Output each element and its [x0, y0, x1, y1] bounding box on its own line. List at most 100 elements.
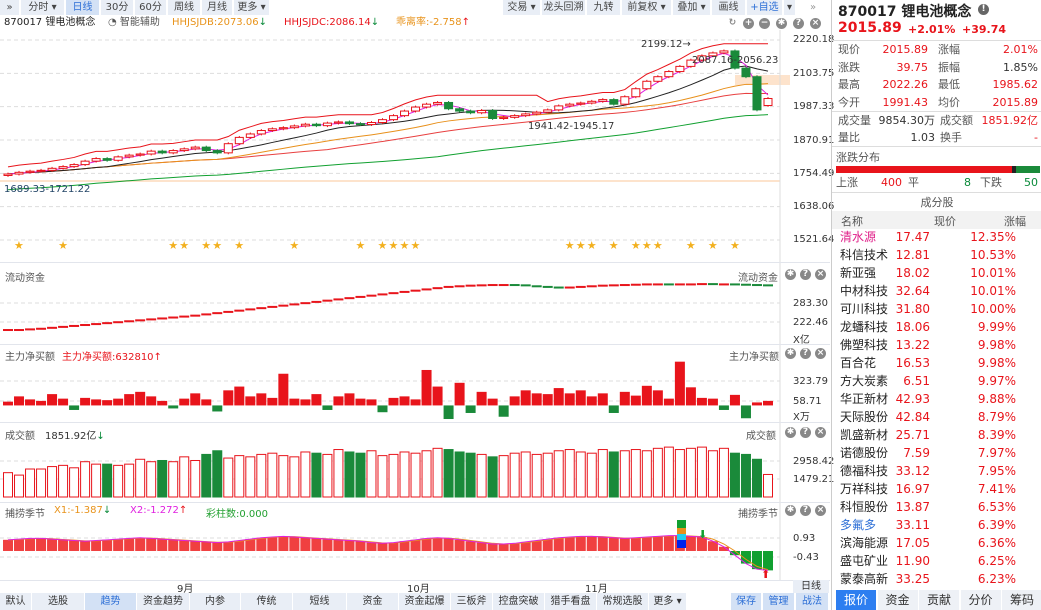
close-icon[interactable]: × — [815, 348, 826, 359]
volume-bar — [135, 458, 146, 498]
component-stock-row[interactable]: 盛屯矿业 11.90 6.25% — [838, 553, 1040, 571]
collapse-button[interactable]: » — [0, 0, 20, 15]
volume-bar — [685, 447, 696, 498]
value: - — [1034, 131, 1038, 144]
strategy-button[interactable]: 战法 — [796, 593, 829, 610]
close-icon[interactable]: × — [815, 427, 826, 438]
zoom-out-icon[interactable]: − — [759, 18, 770, 29]
leader-review-button[interactable]: 龙头回溯 — [542, 0, 586, 15]
quote-tab[interactable]: 分价 — [960, 590, 1002, 610]
component-stock-row[interactable]: 科恒股份 13.87 6.53% — [838, 499, 1040, 517]
component-stock-row[interactable]: 多氟多 33.11 6.39% — [838, 517, 1040, 535]
component-stock-row[interactable]: 龙蟠科技 18.06 9.99% — [838, 319, 1040, 337]
tab-more[interactable]: 更多 ▾ — [234, 0, 270, 15]
catch-title-right: 捕捞季节 — [738, 509, 778, 520]
component-stock-row[interactable]: 诺德股份 7.59 7.97% — [838, 445, 1040, 463]
add-watchlist-button[interactable]: +自选 — [747, 0, 783, 15]
component-stock-row[interactable]: 科信技术 12.81 10.53% — [838, 247, 1040, 265]
bottom-tab-select[interactable]: 选股 — [32, 593, 85, 610]
component-stock-row[interactable]: 凯盛新材 25.71 8.39% — [838, 427, 1040, 445]
signal-star-icon: ★ — [565, 239, 575, 252]
component-stock-row[interactable]: 新亚强 18.02 10.01% — [838, 265, 1040, 283]
flow-bar — [278, 304, 289, 307]
bottom-tab-trend[interactable]: 趋势 — [85, 593, 137, 610]
col-name[interactable]: 名称 — [841, 215, 863, 228]
bottom-tab-three-axe[interactable]: 三板斧 — [451, 593, 493, 610]
stock-name: 新亚强 — [840, 266, 877, 280]
period-indicator[interactable]: 日线 — [793, 580, 829, 593]
component-stock-row[interactable]: 德福科技 33.12 7.95% — [838, 463, 1040, 481]
netbuy-value: 主力净买额:632810↑ — [62, 348, 162, 363]
signal-star-icon: ★ — [14, 239, 24, 252]
signal-star-icon: ★ — [234, 239, 244, 252]
info-icon[interactable]: ! — [978, 4, 989, 15]
close-icon[interactable]: × — [815, 269, 826, 280]
kline-chart[interactable]: ★ ★ ★ ★ ★ ★ ★ ★ ★ ★ ★ ★ ★ ★ ★ ★ ★ ★ ★ ★ ★ ★ ★⬇⬆ — [0, 0, 830, 592]
tab-monthly[interactable]: 月线 — [202, 0, 233, 15]
component-stock-row[interactable]: 中材科技 32.64 10.01% — [838, 283, 1040, 301]
stock-pct: 6.23% — [977, 572, 1016, 586]
overlay-button[interactable]: 叠加 ▾ — [673, 0, 711, 15]
help-icon[interactable]: ? — [800, 427, 811, 438]
adjust-button[interactable]: 前复权 ▾ — [622, 0, 672, 15]
bottom-tab-traditional[interactable]: 传统 — [241, 593, 293, 610]
bottom-tab-insider[interactable]: 内参 — [190, 593, 241, 610]
catch-bar — [289, 537, 300, 551]
gear-icon[interactable]: ✱ — [785, 505, 796, 516]
help-icon[interactable]: ? — [793, 18, 804, 29]
col-pct[interactable]: 涨幅 — [1004, 215, 1026, 228]
bottom-tab-fund-trend[interactable]: 资金趋势 — [137, 593, 190, 610]
nine-turn-button[interactable]: 九转 — [587, 0, 621, 15]
draw-line-button[interactable]: 画线 — [712, 0, 746, 15]
component-stock-row[interactable]: 可川科技 31.80 10.00% — [838, 301, 1040, 319]
trade-button[interactable]: 交易 ▾ — [503, 0, 541, 15]
tab-daily[interactable]: 日线 — [66, 0, 100, 15]
gear-icon[interactable]: ✱ — [785, 269, 796, 280]
smart-assist-toggle[interactable]: ◔ 智能辅助 — [108, 17, 160, 28]
gear-icon[interactable]: ✱ — [776, 18, 787, 29]
bottom-tab-fund-burst[interactable]: 资金起爆 — [399, 593, 451, 610]
component-stock-row[interactable]: 天际股份 42.84 8.79% — [838, 409, 1040, 427]
manage-button[interactable]: 管理 — [763, 593, 795, 610]
help-icon[interactable]: ? — [800, 269, 811, 280]
tab-60min[interactable]: 60分 — [135, 0, 167, 15]
component-stock-row[interactable]: 百合花 16.53 9.98% — [838, 355, 1040, 373]
quote-tab[interactable]: 筹码 — [1002, 590, 1041, 610]
component-stock-row[interactable]: 清水源 17.47 12.35% — [838, 229, 1040, 247]
tab-intraday[interactable]: 分时 ▾ — [21, 0, 65, 15]
bottom-tab-short[interactable]: 短线 — [293, 593, 347, 610]
expand-button[interactable]: » — [797, 0, 830, 15]
component-stock-row[interactable]: 万祥科技 16.97 7.41% — [838, 481, 1040, 499]
tab-30min[interactable]: 30分 — [101, 0, 134, 15]
stock-name: 诺德股份 — [840, 446, 889, 460]
bottom-tab-default[interactable]: 默认 — [0, 593, 32, 610]
col-price[interactable]: 现价 — [934, 215, 956, 228]
gear-icon[interactable]: ✱ — [785, 348, 796, 359]
component-stock-row[interactable]: 滨海能源 17.05 6.36% — [838, 535, 1040, 553]
bottom-tab-fund[interactable]: 资金 — [347, 593, 399, 610]
watchlist-dropdown[interactable]: ▾ — [784, 0, 796, 15]
bottom-tab-more[interactable]: 更多 ▾ — [649, 593, 687, 610]
tab-weekly[interactable]: 周线 — [168, 0, 201, 15]
bottom-tab-control-break[interactable]: 控盘突破 — [493, 593, 545, 610]
component-stock-row[interactable]: 方大炭素 6.51 9.97% — [838, 373, 1040, 391]
zoom-in-icon[interactable]: + — [743, 18, 754, 29]
close-icon[interactable]: × — [815, 505, 826, 516]
candle-up — [620, 96, 630, 105]
bottom-tab-hunter[interactable]: 猎手看盘 — [545, 593, 597, 610]
help-icon[interactable]: ? — [800, 505, 811, 516]
save-button[interactable]: 保存 — [731, 593, 762, 610]
help-icon[interactable]: ? — [800, 348, 811, 359]
netbuy-bar — [58, 398, 69, 406]
component-stock-row[interactable]: 华正新材 42.93 9.88% — [838, 391, 1040, 409]
quote-tab[interactable]: 贡献 — [919, 590, 960, 610]
quote-tab[interactable]: 报价 — [836, 590, 877, 610]
quote-tab[interactable]: 资金 — [877, 590, 919, 610]
gear-icon[interactable]: ✱ — [785, 427, 796, 438]
component-stock-row[interactable]: 蒙泰高新 33.25 6.23% — [838, 571, 1040, 589]
bottom-tab-regular[interactable]: 常规选股 — [597, 593, 649, 610]
refresh-icon[interactable]: ↻ — [728, 18, 737, 28]
close-icon[interactable]: × — [810, 18, 821, 29]
component-stock-row[interactable]: 佛塑科技 13.22 9.98% — [838, 337, 1040, 355]
candle-down — [102, 158, 112, 161]
